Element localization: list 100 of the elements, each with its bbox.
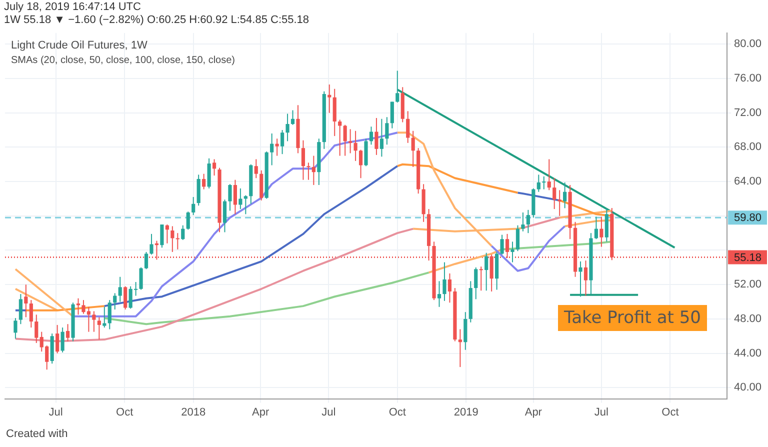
candlestick [552,178,556,210]
candlestick [92,310,96,332]
candlestick [14,318,18,340]
candlestick [60,327,64,353]
candlestick [280,130,284,155]
candlestick [207,158,211,189]
x-tick-label: Apr [524,406,542,418]
candlestick [244,194,248,215]
candlestick [113,292,117,310]
candlestick [343,124,347,156]
candlestick [160,224,164,248]
candlestick [24,284,28,318]
candlestick [176,232,180,250]
candlestick [479,266,483,292]
candlestick [594,216,598,240]
x-tick-label: Oct [388,406,406,418]
candlestick [97,316,101,340]
candlestick [34,314,38,344]
candlestick [228,184,232,212]
candlestick [124,286,128,310]
candlestick [526,209,530,234]
x-tick-label: Oct [116,406,134,418]
candlestick [29,300,33,328]
candlestick [66,324,70,342]
x-tick-label: Jul [594,406,608,418]
candlestick [542,176,546,190]
x-tick-label: 2018 [181,406,206,418]
ref-line-label: 55.18 [734,252,762,264]
candlestick [338,119,342,156]
candlestick [396,70,400,104]
candlestick [390,101,394,129]
candlestick [254,158,258,179]
y-tick-label: 68.00 [734,141,762,154]
candlestick [286,113,290,142]
text: Created with [6,428,68,440]
candlestick [222,199,227,233]
x-tick-label: Oct [662,406,679,418]
y-tick-label: 64.00 [734,176,762,188]
candlestick [301,140,306,180]
candlestick [516,224,520,252]
candlestick [144,251,148,270]
candlestick [536,174,540,192]
text: Light Crude Oil Futures, 1W [11,40,148,52]
candlestick [521,212,525,232]
y-tick-label: 48.00 [734,312,762,325]
candlestick [484,252,488,292]
x-tick-label: Apr [252,406,270,418]
x-tick-label: Jul [322,406,336,418]
ref-line-label: 59.80 [734,212,762,224]
candlestick [212,158,216,176]
y-tick-label: 44.00 [734,347,762,360]
candlestick [202,173,206,190]
candlestick [369,126,374,146]
candlestick [186,211,190,230]
x-tick-label: Jul [48,406,63,418]
y-tick-label: 80.00 [734,38,762,50]
candlestick [275,138,279,156]
candlestick [437,280,442,308]
candlestick [448,272,452,304]
candlestick [385,116,389,146]
candlestick [510,241,514,263]
candlestick [306,162,310,180]
y-tick-label: 76.00 [734,72,762,85]
text: SMAs (20, close, 50, close, 100, close, 150, close) [11,54,235,66]
candlestick [233,179,238,215]
candlestick [604,208,608,242]
candlestick [358,149,363,179]
candlestick [312,155,316,186]
candlestick [600,216,604,248]
candlestick [558,190,562,216]
candlestick [238,188,242,210]
y-tick-label: 52.00 [734,278,762,291]
x-tick-label: 2019 [454,406,478,418]
candlestick [328,84,332,114]
candlestick [270,132,274,166]
candlestick [578,260,582,298]
candlestick [181,224,185,240]
candlestick [464,312,468,350]
candlestick [354,130,358,162]
candlestick [118,276,122,302]
candlestick [411,130,415,168]
text: 1W 55.18 ▼ −1.60 (−2.82%) O:60.25 H:60.92 L:54.85 C:55.18 [4,14,310,27]
candlestick [165,224,169,244]
annotation: Take Profit at 50 [558,305,707,331]
candlestick [108,300,112,330]
y-tick-label: 72.00 [734,106,762,119]
candlestick [500,234,504,256]
candlestick [192,196,196,216]
text: July 18, 2019 16:47:14 UTC [4,1,142,14]
candlestick [406,110,410,144]
candlestick [458,328,462,368]
candlestick [547,158,551,191]
candlestick [380,118,384,158]
candlestick [563,182,567,209]
y-tick-label: 40.00 [734,382,762,394]
candlestick [139,266,143,290]
candlestick [150,233,154,256]
candlestick [56,324,60,354]
candlestick [290,110,295,126]
candlestick [348,128,352,154]
